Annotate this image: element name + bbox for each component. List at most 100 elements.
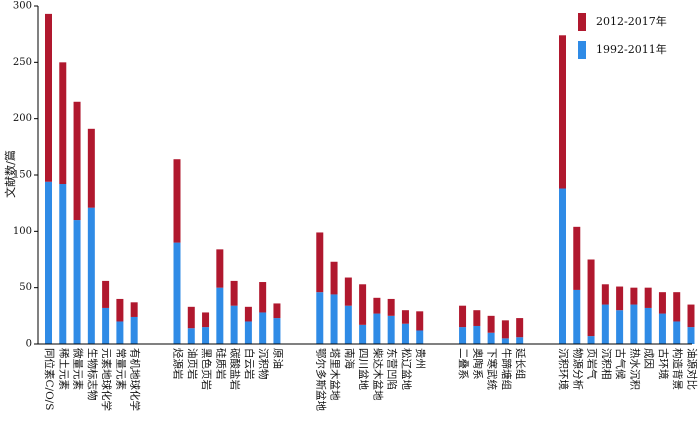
x-category-label: 硅质岩 <box>214 348 227 380</box>
bar-2012-2017 <box>45 13 52 182</box>
bar-2012-2017 <box>387 298 395 316</box>
x-category-label: 牛蹄塘组 <box>500 348 513 390</box>
bar-1992-2011 <box>216 287 224 344</box>
bar-2012-2017 <box>330 261 338 295</box>
x-category-label: 生物标志物 <box>86 348 99 401</box>
bar-1992-2011 <box>587 336 595 344</box>
bar-1992-2011 <box>573 289 581 344</box>
y-tick-label: 50 <box>19 282 32 293</box>
bar-1992-2011 <box>359 324 367 344</box>
bar-1992-2011 <box>601 304 609 344</box>
bar-1992-2011 <box>559 188 566 344</box>
bar-1992-2011 <box>630 304 638 344</box>
bar-1992-2011 <box>473 325 481 344</box>
bar-1992-2011 <box>330 294 338 344</box>
bar-2012-2017 <box>244 306 252 322</box>
bar-1992-2011 <box>45 181 52 344</box>
legend-swatch <box>578 13 586 31</box>
bar-1992-2011 <box>487 332 495 344</box>
y-tick-label: 0 <box>26 339 32 350</box>
bar-2012-2017 <box>316 232 324 293</box>
x-category-label: 白云岩 <box>243 348 256 380</box>
bar-2012-2017 <box>216 249 224 288</box>
bar-1992-2011 <box>416 330 424 344</box>
x-category-label: 四川盆地 <box>357 348 370 390</box>
bar-1992-2011 <box>373 313 381 344</box>
y-tick-label: 200 <box>13 113 32 124</box>
x-category-label: 黑色页岩 <box>200 348 213 390</box>
y-tick-label: 300 <box>13 1 32 12</box>
bar-1992-2011 <box>230 305 238 344</box>
bar-1992-2011 <box>459 327 467 344</box>
y-tick-label: 100 <box>13 226 32 237</box>
x-category-label: 古环境 <box>657 348 670 380</box>
x-category-label: 塔里木盆地 <box>329 348 342 401</box>
bar-1992-2011 <box>59 184 67 344</box>
x-category-label: 常量元素 <box>114 348 127 390</box>
x-category-label: 南海 <box>343 348 356 369</box>
x-category-label: 沉积物 <box>257 348 270 380</box>
bar-1992-2011 <box>73 220 81 344</box>
bar-1992-2011 <box>187 328 195 344</box>
bar-2012-2017 <box>202 312 210 328</box>
legend-label: 1992-2011年 <box>596 42 667 56</box>
bar-2012-2017 <box>658 292 666 314</box>
x-category-label: 贵州 <box>414 348 427 369</box>
bar-1992-2011 <box>173 242 181 344</box>
x-category-label: 烃源岩 <box>172 348 185 380</box>
bar-2012-2017 <box>473 310 481 326</box>
bar-1992-2011 <box>616 310 624 344</box>
bar-2012-2017 <box>687 304 695 328</box>
bar-2012-2017 <box>516 318 524 338</box>
bar-2012-2017 <box>59 62 67 185</box>
bar-2012-2017 <box>401 310 409 324</box>
bar-1992-2011 <box>387 315 395 344</box>
bar-1992-2011 <box>658 313 666 344</box>
bar-2012-2017 <box>573 226 581 290</box>
bar-2012-2017 <box>644 287 652 308</box>
bar-1992-2011 <box>344 305 352 344</box>
x-category-label: 东营凹陷 <box>386 348 399 390</box>
bar-1992-2011 <box>644 307 652 344</box>
bar-2012-2017 <box>559 35 566 189</box>
x-category-label: 成因 <box>643 348 655 369</box>
legend-label: 2012-2017年 <box>596 14 667 28</box>
bar-2012-2017 <box>230 280 238 306</box>
x-category-label: 二叠系 <box>457 348 469 380</box>
bar-2012-2017 <box>87 128 95 208</box>
bar-2012-2017 <box>259 282 267 313</box>
x-category-label: 油页岩 <box>186 348 199 380</box>
bar-2012-2017 <box>601 284 609 305</box>
x-category-label: 页岩气 <box>586 348 599 380</box>
x-category-label: 下寒武统 <box>486 348 499 390</box>
bar-2012-2017 <box>116 298 124 322</box>
bar-1992-2011 <box>202 327 210 344</box>
x-category-label: 柴达木盆地 <box>371 348 384 401</box>
bar-2012-2017 <box>130 302 138 317</box>
x-axis: 同位素C/O/S 稀土元素 微量元素 生物标志物 元素地球化学 常量元素 有机地球化学 烃源岩… <box>38 343 700 411</box>
x-category-label: 沉积环境 <box>557 348 570 390</box>
x-category-label: 碳酸盐岩 <box>229 348 242 390</box>
x-category-label: 古气候 <box>614 348 627 380</box>
bar-1992-2011 <box>316 292 324 344</box>
y-axis: 0 50 100 150 200 250 300 <box>13 1 39 350</box>
bar-1992-2011 <box>273 318 281 344</box>
bar-2012-2017 <box>416 311 424 331</box>
bar-2012-2017 <box>359 284 367 325</box>
bar-2012-2017 <box>373 297 381 314</box>
x-category-label: 油源对比 <box>686 348 699 390</box>
y-tick-label: 250 <box>13 57 32 68</box>
x-category-label: 松辽盆地 <box>400 348 413 390</box>
bar-2012-2017 <box>630 287 638 305</box>
bar-1992-2011 <box>116 321 124 344</box>
x-category-label: 构造背景 <box>671 348 684 390</box>
legend: 2012-2017年 1992-2011年 <box>578 13 667 59</box>
bar-1992-2011 <box>501 338 509 344</box>
bar-2012-2017 <box>344 277 352 306</box>
x-category-label: 原油 <box>271 348 284 369</box>
x-category-label: 物源分析 <box>571 348 584 390</box>
bar-1992-2011 <box>259 312 267 344</box>
legend-swatch <box>578 41 586 59</box>
bar-series-group <box>45 13 695 344</box>
